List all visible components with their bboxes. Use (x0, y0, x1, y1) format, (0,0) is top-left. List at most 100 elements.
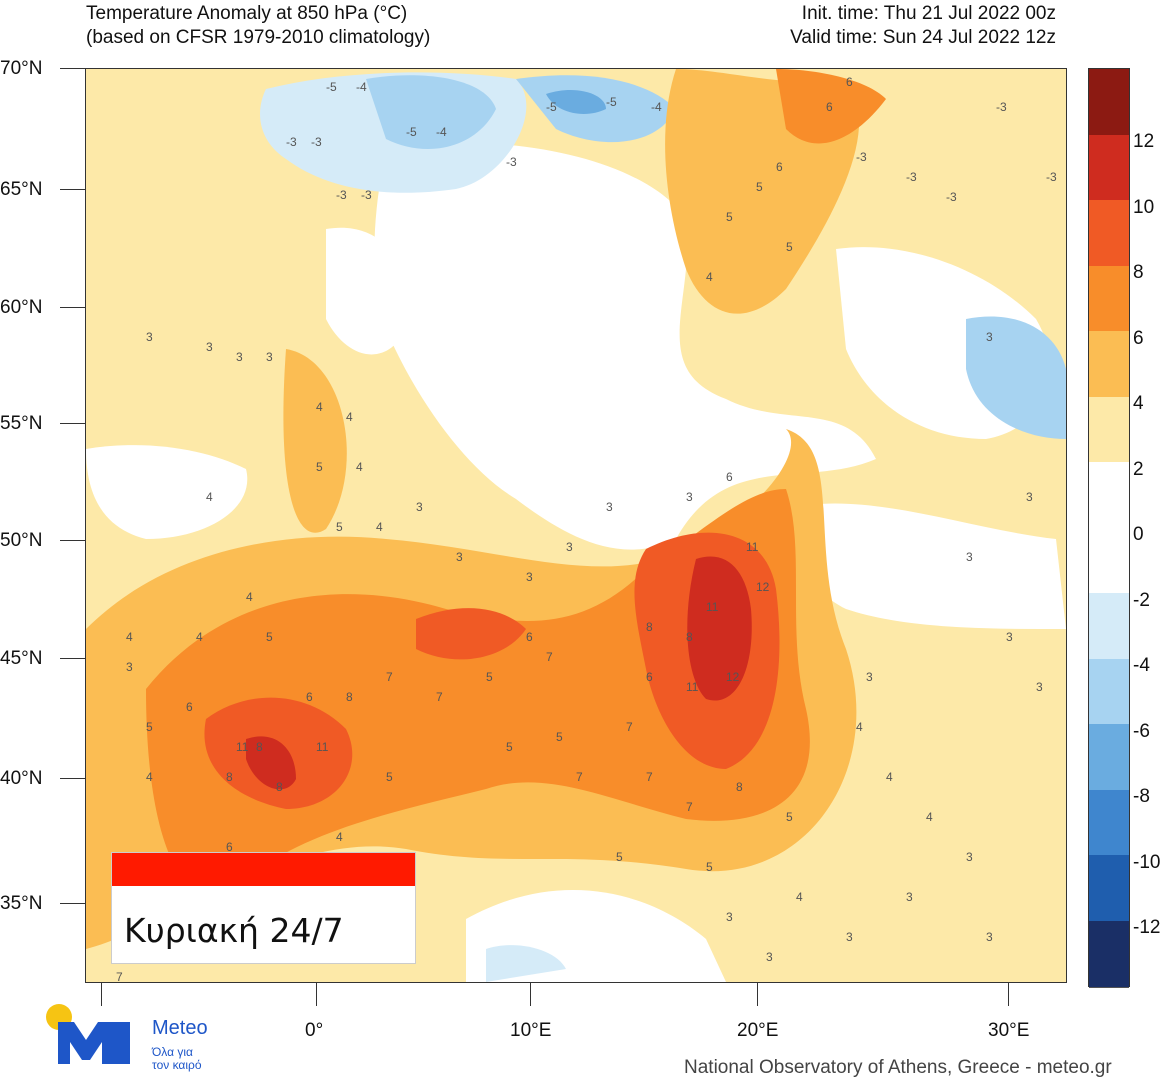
anomaly-value-label: 12 (756, 580, 770, 594)
anomaly-value-label: 3 (986, 930, 993, 944)
anomaly-value-label: 11 (236, 740, 249, 754)
day-label: Κυριακή 24/7 (124, 911, 344, 950)
anomaly-value-label: 3 (126, 660, 133, 674)
anomaly-value-label: 5 (786, 810, 793, 824)
anomaly-value-label: 4 (206, 490, 213, 504)
colorbar-segment (1089, 396, 1129, 464)
anomaly-value-label: 3 (766, 950, 773, 964)
title-line-2: (based on CFSR 1979-2010 climatology) (86, 27, 431, 48)
anomaly-value-label: 4 (146, 770, 153, 784)
anomaly-value-label: 3 (266, 350, 273, 364)
lon-tick (530, 982, 531, 1006)
colorbar-segment (1089, 593, 1129, 660)
anomaly-value-label: 6 (726, 470, 733, 484)
anomaly-value-label: 5 (786, 240, 793, 254)
time-info: Init. time: Thu 21 Jul 2022 00z Valid ti… (790, 2, 1056, 50)
colorbar-segment (1089, 789, 1129, 857)
neutral-ukraine-region (786, 503, 1066, 629)
colorbar-label: 6 (1133, 328, 1144, 349)
lon-tick (1008, 982, 1009, 1006)
anomaly-value-label: -5 (606, 95, 617, 109)
anomaly-value-label: 5 (506, 740, 513, 754)
lon-tick (316, 982, 317, 1006)
anomaly-value-label: 8 (256, 740, 263, 754)
anomaly-contour-labels: -5 -4-5 -4-3 -3-3 -3-3-5 -5 -46665554-3-3-3-3-… (116, 75, 1057, 982)
anomaly-value-label: 4 (336, 830, 343, 844)
anomaly-value-label: 5 (386, 770, 393, 784)
anomaly-value-label: 3 (866, 670, 873, 684)
anomaly-value-label: -5 (326, 80, 337, 94)
colorbar-label: 0 (1133, 524, 1144, 545)
anomaly-value-label: 7 (576, 770, 583, 784)
anomaly-value-label: 6 (306, 690, 313, 704)
anomaly-value-label: 8 (646, 620, 653, 634)
lat-tick (60, 307, 85, 308)
anomaly-value-label: 3 (606, 500, 613, 514)
lat-label-50: 50°N (0, 530, 43, 551)
colorbar-label: 4 (1133, 393, 1144, 414)
lat-tick (60, 189, 85, 190)
anomaly-value-label: 5 (706, 860, 713, 874)
map-title: Temperature Anomaly at 850 hPa (°C) (bas… (86, 2, 430, 50)
anomaly-value-label: 4 (886, 770, 893, 784)
anomaly-value-label: 6 (826, 100, 833, 114)
anomaly-value-label: 6 (526, 630, 533, 644)
lon-label-0: 0° (305, 1020, 324, 1041)
colorbar-segment (1089, 69, 1129, 136)
anomaly-value-label: 3 (966, 850, 973, 864)
lat-label-70: 70°N (0, 58, 43, 79)
logo-name: Meteo (152, 1017, 208, 1039)
lat-label-35: 35°N (0, 893, 43, 914)
anomaly-value-label: 6 (186, 700, 193, 714)
anomaly-value-label: 7 (386, 670, 393, 684)
anomaly-value-label: 7 (546, 650, 553, 664)
anomaly-map: -5 -4 -5 -4 -3 -3 -3 -3 -3 -5 -5 -4 6 6 6 5 5 5 4 -3 -3 -3 -3-… (85, 68, 1067, 983)
anomaly-value-label: 5 (146, 720, 153, 734)
colorbar-segment (1089, 200, 1129, 267)
colorbar-segment (1089, 134, 1129, 202)
anomaly-value-label: 5 (616, 850, 623, 864)
anomaly-value-label: 6 (846, 75, 853, 89)
anomaly-value-label: 3 (966, 550, 973, 564)
colorbar-label: -10 (1133, 852, 1161, 873)
anomaly-value-label: 4 (926, 810, 933, 824)
colorbar-segment (1089, 462, 1129, 529)
anomaly-value-label: 4 (196, 630, 203, 644)
cold-anomaly-core (366, 75, 496, 149)
anomaly-value-label: -5 (406, 125, 417, 139)
anomaly-value-label: 3 (236, 350, 243, 364)
anomaly-value-label: 4 (856, 720, 863, 734)
lat-tick (60, 68, 85, 69)
colorbar-segment (1089, 658, 1129, 726)
colorbar-label: 12 (1133, 131, 1155, 152)
anomaly-value-label: -3 (506, 155, 517, 169)
anomaly-value-label: 3 (416, 500, 423, 514)
logo-tagline: Όλα για τον καιρό (152, 1045, 202, 1072)
anomaly-value-label: 4 (346, 410, 353, 424)
anomaly-value-label: 3 (146, 330, 153, 344)
lat-tick (60, 778, 85, 779)
anomaly-value-label: 7 (646, 770, 653, 784)
anomaly-value-label: 3 (726, 910, 733, 924)
lat-label-60: 60°N (0, 297, 43, 318)
anomaly-value-label: 3 (846, 930, 853, 944)
colorbar-label: -6 (1133, 721, 1150, 742)
colorbar-segment (1089, 331, 1129, 398)
colorbar-segment (1089, 265, 1129, 333)
colorbar-segment (1089, 855, 1129, 922)
colorbar-label: 8 (1133, 262, 1144, 283)
neutral-atlantic-region (86, 445, 248, 539)
anomaly-value-label: 4 (376, 520, 383, 534)
lat-tick (60, 658, 85, 659)
warm-anomaly-north-russia (776, 69, 886, 144)
anomaly-value-label: 11 (686, 680, 699, 694)
anomaly-value-label: -3 (361, 188, 372, 202)
anomaly-value-label: 3 (566, 540, 573, 554)
colorbar-label: -4 (1133, 655, 1150, 676)
meteo-m-sun-logo-icon (46, 1004, 130, 1064)
anomaly-value-label: -5 (546, 100, 557, 114)
anomaly-value-label: -3 (996, 100, 1007, 114)
colorbar-label: -12 (1133, 917, 1161, 938)
anomaly-value-label: -3 (906, 170, 917, 184)
anomaly-field (86, 69, 1066, 982)
